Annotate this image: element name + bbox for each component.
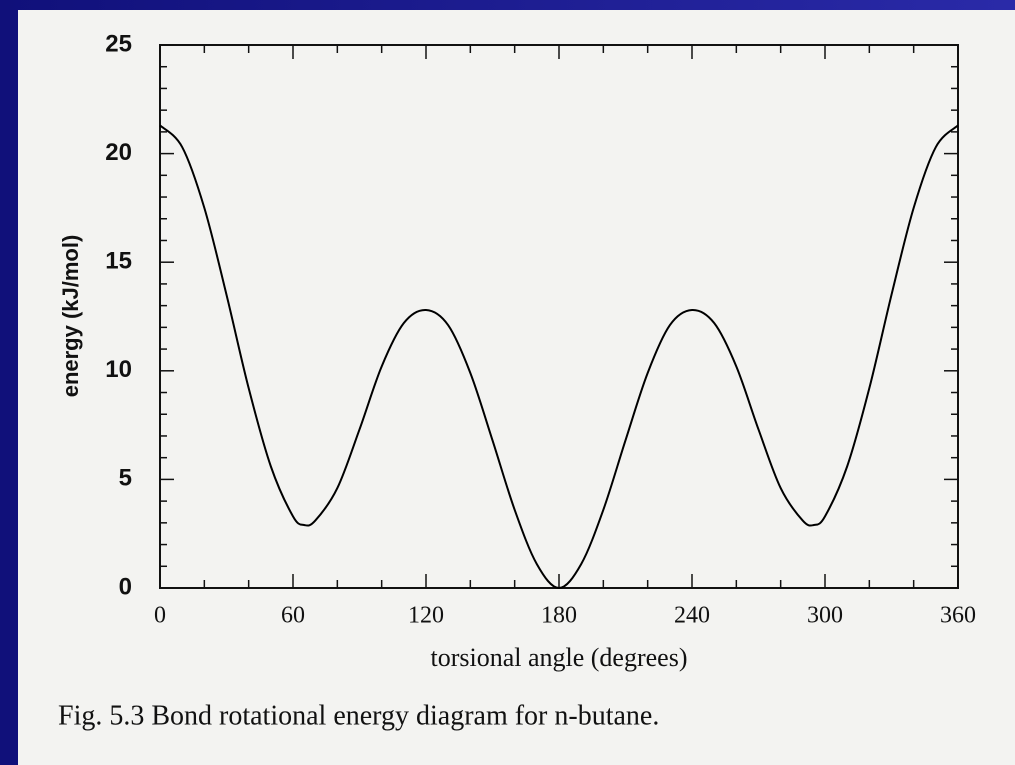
x-tick-label: 0 bbox=[154, 603, 166, 629]
y-tick-label: 0 bbox=[119, 573, 132, 600]
y-tick-label: 5 bbox=[119, 465, 132, 492]
caption: Fig. 5.3 Bond rotational energy diagram … bbox=[58, 700, 659, 731]
x-tick-label: 240 bbox=[674, 603, 710, 629]
y-axis-label: energy (kJ/mol) bbox=[58, 235, 83, 398]
x-axis-label: torsional angle (degrees) bbox=[430, 643, 687, 672]
y-tick-label: 15 bbox=[105, 248, 132, 275]
x-tick-label: 300 bbox=[807, 603, 843, 629]
x-tick-label: 60 bbox=[281, 603, 305, 629]
figure-panel bbox=[18, 10, 1015, 765]
y-tick-label: 25 bbox=[105, 30, 132, 57]
y-tick-label: 10 bbox=[105, 356, 132, 383]
x-tick-label: 180 bbox=[541, 603, 577, 629]
x-tick-label: 120 bbox=[408, 603, 444, 629]
x-tick-label: 360 bbox=[940, 603, 976, 629]
y-tick-label: 20 bbox=[105, 139, 132, 166]
energy-curve bbox=[159, 124, 959, 590]
